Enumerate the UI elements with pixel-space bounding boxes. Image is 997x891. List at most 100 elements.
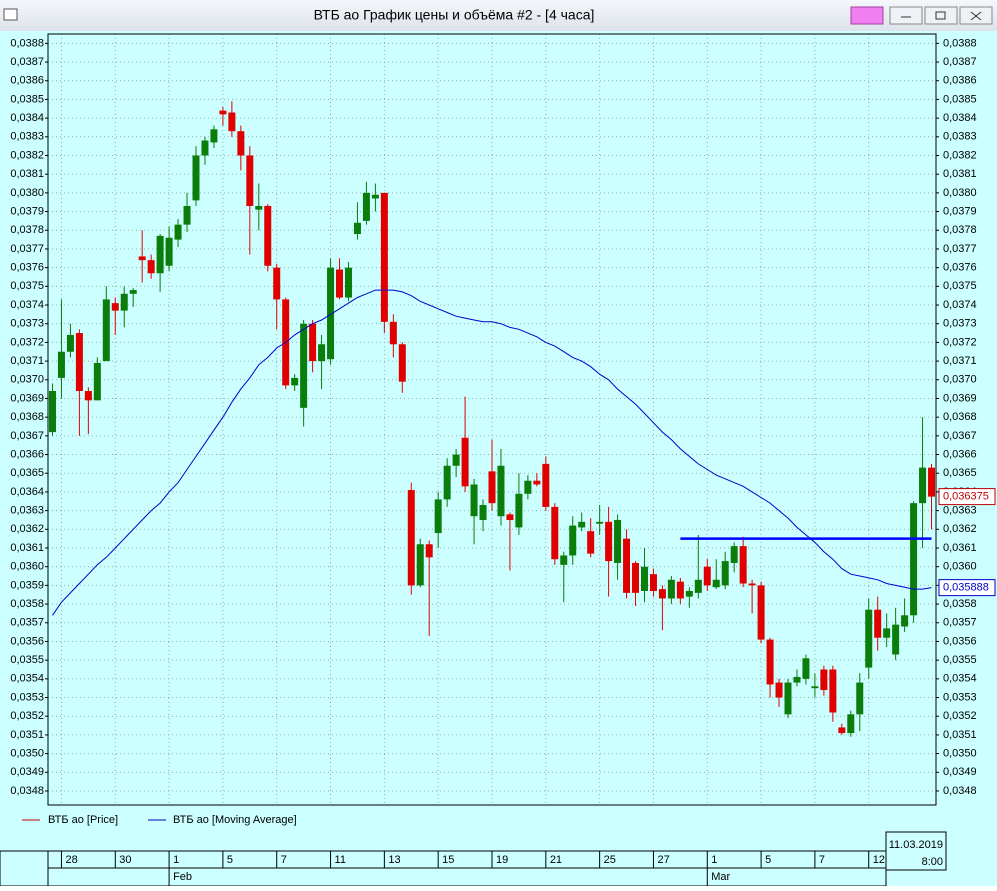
y-tick-label: 0,0352 [943,710,977,722]
y-tick-label: 0,0380 [943,187,977,199]
y-tick-label: 0,0370 [943,374,977,386]
candle-body [84,390,92,401]
candle-body [255,205,263,210]
date-box [885,831,947,871]
candle-body [318,344,326,362]
candle-body [344,267,352,298]
y-tick-label: 0,0385 [10,93,44,105]
y-tick-label: 0,0368 [10,411,44,423]
date-label: 11.03.2019 [889,839,943,851]
x-tick-label: 12 [873,854,885,866]
candle-body [93,362,101,401]
y-tick-label: 0,0379 [943,205,977,217]
y-tick-label: 0,0365 [943,467,977,479]
y-tick-label: 0,0350 [10,748,44,760]
candle-body [425,544,433,558]
y-tick-label: 0,0354 [943,673,977,685]
candle-body [111,303,119,311]
candle-body [389,321,397,345]
candle-body [632,562,640,593]
minimize-button[interactable] [889,6,923,25]
y-tick-label: 0,0354 [10,673,44,685]
y-tick-label: 0,0377 [943,243,977,255]
candle-body [237,131,245,156]
y-tick-label: 0,0350 [943,748,977,760]
y-tick-label: 0,0376 [10,262,44,274]
candle-body [371,194,379,199]
candle-body [730,546,738,563]
last-value-box [938,579,996,597]
x-tick-label: 1 [173,854,179,866]
y-tick-label: 0,0382 [10,149,44,161]
y-tick-label: 0,0360 [10,561,44,573]
x-tick-label: 30 [119,854,131,866]
candle-body [506,514,514,520]
candle-body [380,192,388,322]
last-value-box [938,488,996,506]
candle-body [784,682,792,715]
candle-body [676,581,684,599]
last-value-label: 0,035888 [943,582,989,594]
link-button[interactable] [850,6,884,25]
y-tick-label: 0,0388 [943,37,977,49]
icon [970,11,982,21]
y-tick-label: 0,0374 [943,299,977,311]
y-tick-label: 0,0385 [943,93,977,105]
candle-body [228,112,236,132]
candle-body [614,519,622,563]
y-tick-label: 0,0359 [10,579,44,591]
candle-body [452,454,460,466]
x-tick-label: 21 [550,854,562,866]
candle-body [398,344,406,382]
y-tick-label: 0,0388 [10,37,44,49]
y-tick-label: 0,0381 [10,168,44,180]
legend-label: ВТБ ао [Price] [48,814,118,826]
y-tick-label: 0,0353 [943,691,977,703]
x-tick-label: 5 [765,854,771,866]
candle-body [694,579,702,593]
y-tick-label: 0,0351 [10,729,44,741]
candle-body [596,521,604,524]
candle-body [75,333,83,391]
candle-body [353,222,361,234]
candle-body [551,506,559,560]
y-tick-label: 0,0376 [943,262,977,274]
candle-body [910,503,918,616]
candle-body [587,531,595,554]
y-tick-label: 0,0383 [10,131,44,143]
candle-body [667,579,675,599]
candle-body [362,192,370,221]
x-tick-label: 19 [496,854,508,866]
candle-body [748,583,756,586]
y-tick-label: 0,0379 [10,205,44,217]
window-title: ВТБ ао График цены и объёма #2 - [4 часа… [314,7,595,23]
last-value-label: 0,036375 [943,491,989,503]
candle-body [865,609,873,668]
y-tick-label: 0,0367 [943,430,977,442]
y-tick-label: 0,0371 [943,355,977,367]
candle-body [102,299,110,362]
candle-body [605,521,613,562]
candle-body [658,589,666,599]
candle-body [165,237,173,266]
y-tick-label: 0,0366 [943,448,977,460]
candle-body [928,467,936,497]
candle-body [721,561,729,586]
y-tick-label: 0,0370 [10,374,44,386]
candle-body [336,269,344,298]
window-icon [3,8,18,21]
candle-body [515,493,523,528]
x-tick-label: 13 [388,854,400,866]
plot-frame [47,33,937,806]
y-tick-label: 0,0362 [10,523,44,535]
y-tick-label: 0,0349 [10,766,44,778]
moving-average-line [52,289,932,616]
candle-body [443,465,451,500]
maximize-button[interactable] [924,6,958,25]
y-tick-label: 0,0360 [943,561,977,573]
y-tick-label: 0,0358 [943,598,977,610]
y-tick-label: 0,0356 [943,635,977,647]
candle-body [327,267,335,360]
y-tick-label: 0,0356 [10,635,44,647]
candle-body [856,682,864,715]
